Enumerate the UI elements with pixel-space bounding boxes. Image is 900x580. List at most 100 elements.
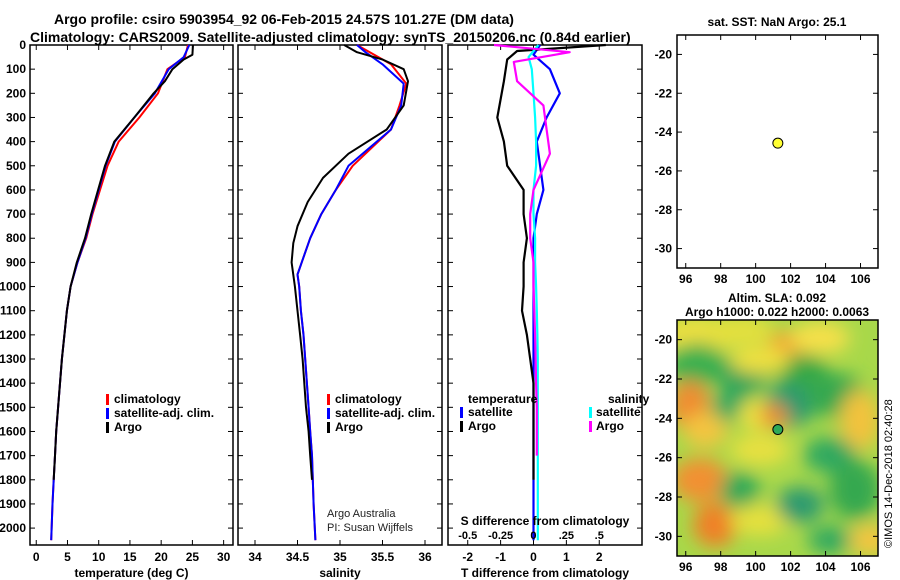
x-axis-label: salinity — [319, 566, 361, 580]
sla-map-title-1: Altim. SLA: 0.092 — [728, 291, 826, 305]
x-axis-label: temperature (deg C) — [74, 566, 188, 580]
x-tick-label: 0 — [33, 550, 40, 564]
s-diff-tick-label: .5 — [595, 530, 604, 542]
legend-temperature-label-1: satellite-adj. clim. — [114, 406, 214, 420]
x-tick-label: 36 — [418, 550, 432, 564]
x-tick-label: 15 — [123, 550, 137, 564]
y-tick-label: 1300 — [0, 352, 26, 366]
map-x-tick-label: 104 — [816, 272, 836, 286]
sla-blob-19 — [720, 472, 760, 508]
x-tick-label: 1 — [563, 550, 570, 564]
sla-blob-21 — [730, 504, 790, 536]
x-tick-label: 2 — [596, 550, 603, 564]
legend-diff-s-sat-label: satellite — [596, 405, 641, 419]
map-y-tick-label: -20 — [655, 47, 673, 61]
x-tick-label: 0 — [530, 550, 537, 564]
x-tick-label: 34.5 — [286, 550, 310, 564]
sla-blob-22 — [776, 487, 824, 523]
map-y-tick-label: -30 — [655, 529, 673, 543]
title-line-2: Climatology: CARS2009. Satellite-adjuste… — [30, 29, 631, 45]
map-y-tick-label: -24 — [655, 411, 673, 425]
sla-blob-20 — [693, 503, 737, 547]
panel-frame-3 — [447, 44, 643, 546]
x-tick-label: 25 — [186, 550, 200, 564]
sla-field — [677, 320, 878, 556]
y-tick-label: 1500 — [0, 400, 26, 414]
s-diff-tick-label: .25 — [559, 530, 574, 542]
y-tick-label: 1200 — [0, 328, 26, 342]
sla-blob-1 — [705, 320, 775, 344]
map-y-tick-label: -30 — [655, 242, 673, 256]
map-x-tick-label: 106 — [851, 272, 871, 286]
x-tick-label: 30 — [217, 550, 231, 564]
legend-salinity-label-2: Argo — [335, 420, 363, 434]
y-tick-label: 600 — [6, 183, 26, 197]
panel-frame-1 — [29, 44, 234, 546]
sla-blob-16 — [730, 434, 790, 466]
sla-blob-18 — [677, 458, 728, 502]
map-y-tick-label: -22 — [655, 86, 673, 100]
y-tick-label: 1400 — [0, 376, 26, 390]
map-x-tick-label: 106 — [851, 560, 871, 574]
s-diff-tick-label: 0 — [530, 530, 536, 542]
y-tick-label: 300 — [6, 110, 26, 124]
y-tick-label: 1900 — [0, 497, 26, 511]
x-tick-label: 35 — [333, 550, 347, 564]
y-tick-label: 2000 — [0, 521, 26, 535]
sla-blobs — [677, 320, 878, 556]
map-x-tick-label: 96 — [679, 272, 693, 286]
legend-diff-sat-swatch — [460, 407, 463, 418]
legend-salinity-swatch-0 — [327, 394, 330, 405]
sla-blob-15 — [760, 404, 788, 428]
map-frame-2 — [676, 319, 879, 557]
y-tick-label: 1600 — [0, 424, 26, 438]
map-x-tick-label: 102 — [781, 560, 801, 574]
profile-location-marker — [772, 424, 784, 436]
y-tick-label: 1800 — [0, 473, 26, 487]
map-y-tick-label: -24 — [655, 125, 673, 139]
map-frame-1 — [676, 34, 879, 269]
sla-blob-24 — [808, 526, 852, 554]
y-tick-label: 100 — [6, 62, 26, 76]
legend-diff-s-argo-label: Argo — [596, 419, 624, 433]
y-tick-label: 500 — [6, 159, 26, 173]
map-x-tick-label: 98 — [714, 560, 728, 574]
series-line-climatology — [296, 44, 408, 541]
legend-diff-temperature-head: temperature — [468, 392, 538, 406]
x-tick-label: 5 — [64, 550, 71, 564]
legend-salinity-label-1: satellite-adj. clim. — [335, 406, 435, 420]
legend-salinity-swatch-2 — [327, 422, 330, 433]
legend-diff-s-argo-swatch — [589, 421, 592, 432]
y-tick-label: 900 — [6, 255, 26, 269]
timestamp-stamp: ©IMOS 14-Dec-2018 02:40:28 — [883, 399, 895, 548]
series-line-argo — [290, 44, 409, 480]
profile-location-marker — [772, 137, 784, 149]
s-diff-axis-label: S difference from climatology — [461, 514, 630, 528]
legend-temperature-label-0: climatology — [114, 392, 181, 406]
x-tick-label: 10 — [92, 550, 106, 564]
map-x-tick-label: 104 — [816, 560, 836, 574]
panel-frame-2 — [237, 44, 443, 546]
map-x-tick-label: 102 — [781, 272, 801, 286]
map-y-tick-label: -20 — [655, 333, 673, 347]
sla-blob-7 — [730, 346, 790, 374]
x-tick-label: -1 — [495, 550, 506, 564]
sst-map-title: sat. SST: NaN Argo: 25.1 — [708, 15, 847, 29]
map-y-tick-label: -26 — [655, 451, 673, 465]
legend-salinity-label-0: climatology — [335, 392, 402, 406]
legend-temperature-swatch-2 — [106, 422, 109, 433]
series-line-satellite-adj-clim- — [296, 44, 405, 541]
s-diff-tick-label: -0.25 — [488, 530, 513, 542]
s-diff-tick-label: -0.5 — [458, 530, 477, 542]
credit-line-2: PI: Susan Wijffels — [327, 522, 413, 534]
series-line-salinity-argo — [493, 43, 571, 456]
y-tick-label: 800 — [6, 231, 26, 245]
sla-blob-14 — [840, 390, 878, 450]
map-x-tick-label: 98 — [714, 272, 728, 286]
legend-diff-sat-label: satellite — [468, 405, 513, 419]
y-tick-label: 0 — [19, 38, 26, 52]
legend-temperature-swatch-1 — [106, 408, 109, 419]
sla-blob-9 — [683, 412, 727, 448]
sla-blob-3 — [790, 322, 850, 354]
